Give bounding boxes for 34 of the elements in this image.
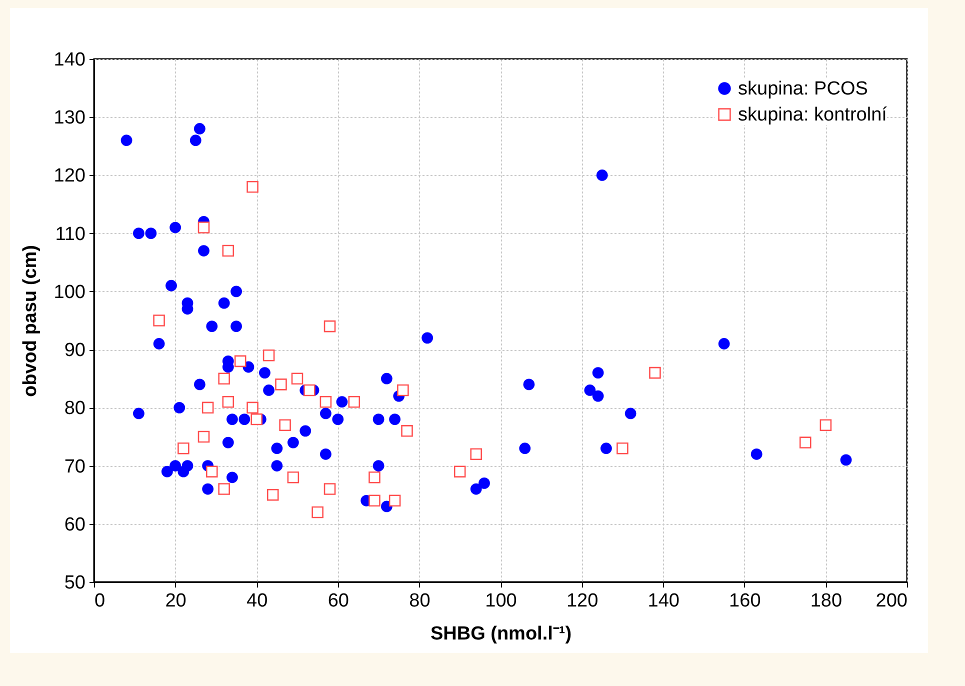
x-tick-label: 160 [729,590,761,612]
y-tick-label: 50 [64,572,86,594]
y-tick-label: 130 [54,108,86,129]
legend-label: skupina: PCOS [738,78,868,100]
point [198,430,210,443]
point [198,222,210,234]
x-tick-label: 60 [328,590,349,612]
y-tick-label: 110 [55,224,86,245]
y-tick-label: 90 [64,340,86,362]
x-tick-label: 100 [485,590,517,612]
x-tick-label: 20 [165,590,186,612]
x-tick-label: 80 [409,590,430,612]
y-tick-label: 60 [64,514,86,536]
y-tick-label: 80 [64,398,86,420]
y-tick-label: 100 [54,282,86,303]
x-tick-label: 120 [566,590,598,612]
x-tick-label: 180 [810,590,842,612]
legend-label: skupina: kontrolní [738,104,888,126]
y-axis-title: obvod pasu (cm) [20,244,41,398]
point [234,355,246,368]
x-tick-label: 40 [246,590,268,612]
point [304,384,316,396]
y-tick-label: 70 [64,456,86,478]
y-tick-label: 120 [54,166,86,187]
x-tick-label: 140 [648,590,680,612]
x-axis-title: SHBG (nmol.l⁻¹) [430,624,572,644]
point [324,320,336,332]
y-tick-label: 140 [54,50,86,70]
x-tick-label: 0 [94,590,106,612]
x-tick-label: 200 [876,590,908,612]
point [206,466,218,478]
point [222,244,234,257]
point [397,384,409,396]
point [250,413,262,426]
